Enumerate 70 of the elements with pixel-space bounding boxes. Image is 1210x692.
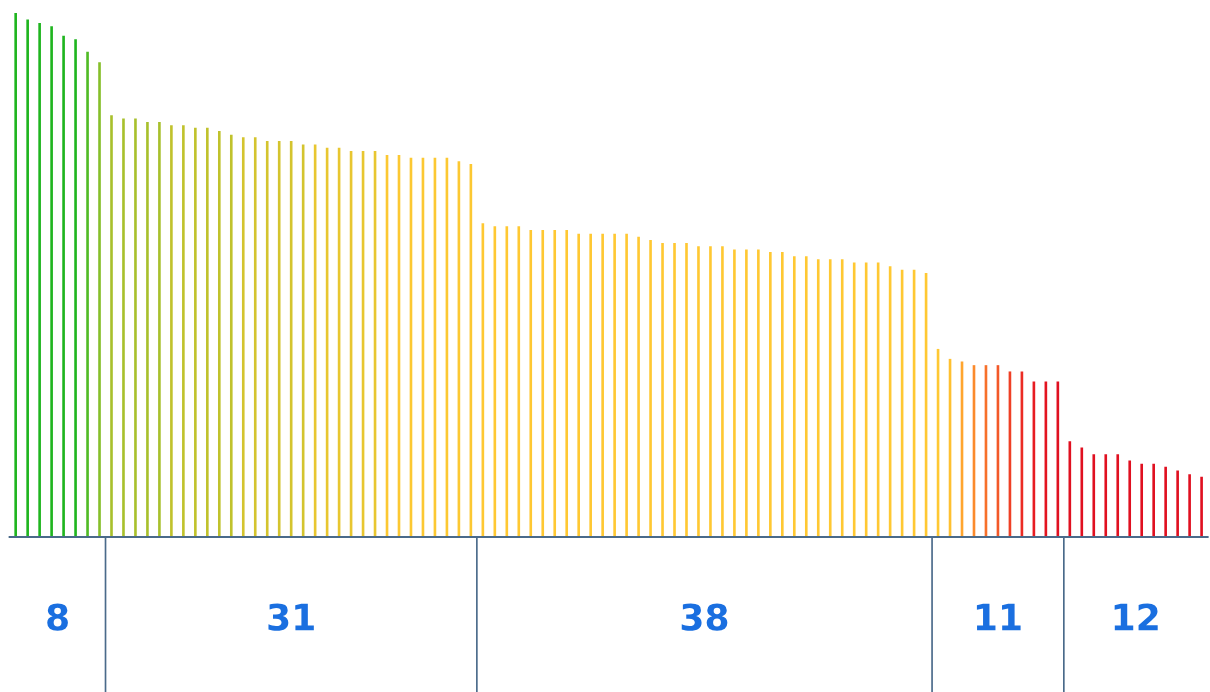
bar xyxy=(649,239,652,537)
bar xyxy=(277,140,281,537)
bar xyxy=(1176,470,1179,537)
bar xyxy=(685,243,688,537)
bar xyxy=(816,259,820,537)
bar xyxy=(1200,476,1203,537)
bar xyxy=(505,226,509,537)
bar xyxy=(241,137,245,537)
bar xyxy=(170,125,173,537)
bar xyxy=(110,115,113,537)
bar xyxy=(852,262,856,537)
bar xyxy=(661,243,664,537)
bar xyxy=(38,23,41,537)
bar xyxy=(589,233,592,537)
bar xyxy=(1140,463,1144,537)
bar xyxy=(1188,474,1191,537)
bar xyxy=(840,259,844,537)
bar xyxy=(577,233,580,537)
bar xyxy=(289,140,293,537)
bar xyxy=(792,256,796,537)
bar xyxy=(265,140,269,537)
bar xyxy=(745,249,748,537)
bar xyxy=(733,249,736,537)
bar xyxy=(62,35,65,537)
bar xyxy=(1092,454,1096,537)
bar xyxy=(14,13,17,537)
bar xyxy=(721,246,724,537)
bar xyxy=(541,229,545,537)
bar xyxy=(601,233,604,537)
text: 12 xyxy=(1114,603,1158,631)
bar xyxy=(828,259,832,537)
bar xyxy=(1104,454,1108,537)
bar xyxy=(625,233,628,537)
bar xyxy=(1128,460,1132,537)
bar xyxy=(229,134,233,537)
bar xyxy=(217,130,221,537)
bar xyxy=(565,229,569,537)
bar xyxy=(637,236,640,537)
bar xyxy=(517,226,521,537)
bar xyxy=(74,39,77,537)
bar xyxy=(182,125,185,537)
bar xyxy=(50,26,53,537)
bar xyxy=(757,249,760,537)
bar xyxy=(697,246,700,537)
bar xyxy=(1116,454,1120,537)
bar xyxy=(206,127,209,537)
bar xyxy=(122,118,125,537)
bar xyxy=(804,256,808,537)
bar xyxy=(86,51,89,537)
bar xyxy=(769,252,772,537)
text: 38 xyxy=(681,603,728,631)
bar xyxy=(146,122,149,537)
bar xyxy=(553,229,557,537)
text: 11 xyxy=(976,603,1021,631)
bar xyxy=(1080,447,1084,537)
bar xyxy=(134,118,137,537)
bar xyxy=(1164,466,1167,537)
text: 8 xyxy=(47,603,68,631)
bar xyxy=(1152,463,1155,537)
bar xyxy=(253,137,257,537)
bar xyxy=(673,243,676,537)
bar xyxy=(26,19,29,537)
bar xyxy=(158,122,161,537)
bar xyxy=(194,127,197,537)
text: 31 xyxy=(268,603,314,631)
bar xyxy=(613,233,616,537)
bar xyxy=(529,229,533,537)
bar xyxy=(709,246,712,537)
bar xyxy=(98,62,101,537)
bar xyxy=(781,252,784,537)
